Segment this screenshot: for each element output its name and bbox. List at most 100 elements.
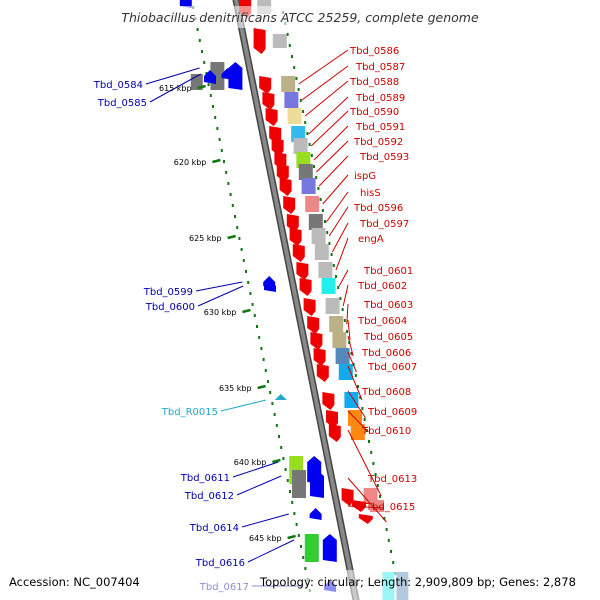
kbp-label-620-kbp: 620 kbp: [174, 158, 207, 167]
gene-label-tbd-0600[interactable]: Tbd_0600: [145, 302, 195, 313]
outer-track-dot: [207, 83, 210, 86]
outer-track-dot: [306, 132, 309, 135]
cog-block: [370, 500, 384, 512]
outer-track-dot: [308, 143, 311, 146]
gene-label-tbd-0606[interactable]: Tbd_0606: [361, 348, 411, 359]
leader-line: [331, 222, 349, 253]
outer-track-dot: [284, 468, 287, 471]
kbp-label-640-kbp: 640 kbp: [234, 458, 267, 467]
outer-track-dot: [278, 435, 280, 438]
outer-track-dot: [302, 110, 304, 113]
reverse-gene-arrow: [259, 76, 272, 94]
leader-line: [308, 96, 349, 135]
gene-label-tbd-0604[interactable]: Tbd_0604: [357, 316, 407, 327]
outer-track-dot: [310, 154, 313, 157]
gene-label-tbd-0612[interactable]: Tbd_0612: [184, 491, 234, 502]
gene-label-tbd-r0015[interactable]: Tbd_R0015: [161, 407, 218, 418]
gene-label-tbd-0599[interactable]: Tbd_0599: [143, 287, 193, 298]
reverse-gene-arrow: [262, 92, 275, 110]
outer-track-dot: [317, 187, 320, 190]
cog-block: [272, 34, 287, 48]
leader-line: [347, 410, 369, 433]
gene-label-tbd-0611[interactable]: Tbd_0611: [180, 473, 230, 484]
reverse-gene-arrow: [352, 500, 366, 512]
gene-label-tbd-0585[interactable]: Tbd_0585: [97, 98, 147, 109]
leader-line: [247, 539, 295, 563]
gene-label-tbd-0586[interactable]: Tbd_0586: [349, 46, 399, 57]
cog-block: [298, 164, 313, 180]
gene-label-tbd-0584[interactable]: Tbd_0584: [93, 80, 143, 91]
outer-track-dot: [321, 209, 324, 212]
gene-label-tbd-0602[interactable]: Tbd_0602: [357, 281, 407, 292]
outer-track-dot: [264, 369, 267, 372]
gene-label-tbd-0589[interactable]: Tbd_0589: [355, 93, 405, 104]
outer-track-dot: [350, 352, 353, 355]
cog-block: [344, 392, 359, 408]
leader-line: [347, 351, 357, 373]
gene-label-tbd-0587[interactable]: Tbd_0587: [355, 62, 405, 73]
outer-track-dot: [253, 314, 256, 317]
gene-label-tbd-0603[interactable]: Tbd_0603: [363, 300, 413, 311]
outer-track-dot: [337, 286, 340, 289]
gene-label-tbd-0609[interactable]: Tbd_0609: [367, 407, 417, 418]
reverse-gene-arrow: [310, 332, 323, 350]
cog-block: [281, 76, 296, 92]
outer-track-dot: [289, 490, 291, 493]
outer-track-dot: [339, 297, 342, 300]
gene-label-tbd-0610[interactable]: Tbd_0610: [361, 426, 411, 437]
outer-track-dot: [242, 259, 245, 262]
outer-track-dot: [269, 391, 272, 394]
reverse-gene-arrow: [326, 410, 338, 428]
reverse-gene-arrow: [271, 138, 284, 156]
cog-block: [332, 332, 347, 348]
outer-track-dot: [273, 413, 276, 416]
outer-track-dot: [313, 165, 315, 168]
gene-label-tbd-0591[interactable]: Tbd_0591: [355, 122, 405, 133]
leader-line: [346, 303, 349, 325]
outer-track-dot: [370, 451, 373, 454]
gene-label-tbd-0597[interactable]: Tbd_0597: [359, 219, 409, 230]
outer-track-dot: [282, 457, 285, 460]
leader-line: [195, 281, 243, 292]
gene-label-tbd-0614[interactable]: Tbd_0614: [189, 523, 239, 534]
outer-track-dot: [214, 116, 217, 119]
gene-label-tbd-0616[interactable]: Tbd_0616: [195, 558, 245, 569]
outer-track-dot: [231, 204, 234, 207]
outer-track-dot: [262, 358, 265, 361]
gene-label-tbd-0608[interactable]: Tbd_0608: [361, 387, 411, 398]
reverse-gene-arrow: [292, 244, 305, 262]
leader-line: [145, 67, 200, 85]
gene-label-tbd-0596[interactable]: Tbd_0596: [353, 203, 403, 214]
outer-track-dot: [245, 270, 247, 273]
kbp-label-625-kbp: 625 kbp: [189, 234, 222, 243]
gene-label-ispg[interactable]: ispG: [354, 171, 376, 182]
gene-label-tbd-0601[interactable]: Tbd_0601: [363, 266, 413, 277]
gene-label-tbd-0588[interactable]: Tbd_0588: [349, 77, 399, 88]
leader-line: [197, 285, 244, 307]
title-backdrop: [140, 6, 490, 28]
outer-track-dot: [302, 556, 305, 559]
cog-block: [314, 244, 329, 260]
reverse-gene-arrow: [313, 348, 326, 366]
leader-line: [335, 237, 349, 271]
gene-label-enga[interactable]: engA: [358, 234, 384, 245]
outer-track-dot: [297, 534, 300, 537]
leader-line: [347, 390, 367, 419]
gene-label-tbd-0605[interactable]: Tbd_0605: [363, 332, 413, 343]
forward-gene-arrow: [322, 534, 337, 562]
gene-label-tbd-0613[interactable]: Tbd_0613: [367, 474, 417, 485]
cog-block: [318, 262, 333, 278]
outer-track-dot: [229, 193, 232, 196]
gene-label-tbd-0592[interactable]: Tbd_0592: [353, 137, 403, 148]
gene-label-hiss[interactable]: hisS: [360, 188, 381, 199]
gene-label-tbd-0607[interactable]: Tbd_0607: [367, 362, 417, 373]
gene-label-tbd-0593[interactable]: Tbd_0593: [359, 152, 409, 163]
leader-line: [301, 65, 349, 101]
outer-track-dot: [319, 198, 322, 201]
reverse-gene-arrow: [286, 214, 299, 232]
reverse-gene-arrow: [265, 108, 278, 126]
gene-label-tbd-0615[interactable]: Tbd_0615: [365, 502, 415, 513]
gene-label-tbd-0590[interactable]: Tbd_0590: [349, 107, 399, 118]
outer-track-dot: [295, 77, 298, 80]
